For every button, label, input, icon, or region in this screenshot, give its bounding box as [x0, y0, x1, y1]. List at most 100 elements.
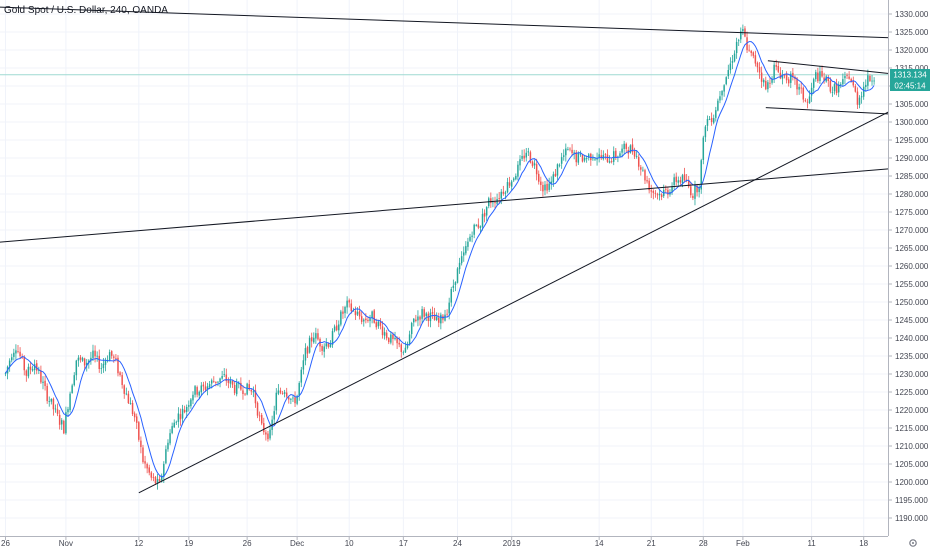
candle-body	[65, 412, 67, 434]
candle-body	[542, 184, 544, 192]
candle-body	[17, 351, 19, 353]
candle-body	[675, 176, 677, 182]
x-tick-label: Nov	[59, 539, 73, 548]
trendline	[767, 60, 906, 76]
candle-body	[646, 180, 648, 182]
candle-body	[158, 479, 161, 482]
candle-body	[548, 183, 550, 190]
candle-body	[398, 342, 400, 345]
x-tick-label: 14	[595, 539, 604, 548]
candle-body	[748, 49, 750, 51]
candle-body	[494, 201, 496, 204]
candle-body	[740, 31, 742, 40]
candle-body	[750, 50, 752, 53]
candle-body	[235, 382, 238, 395]
candle-body	[623, 143, 625, 149]
candle-body	[410, 323, 413, 335]
x-tick-label: 21	[647, 539, 656, 548]
candle-body	[325, 343, 328, 347]
settings-gear-icon[interactable]	[909, 539, 917, 547]
candle-body	[723, 85, 725, 92]
candle-body	[848, 76, 850, 79]
candle-body	[733, 53, 736, 62]
candle-body	[265, 432, 267, 435]
candle-body	[475, 225, 478, 227]
candle-body	[862, 86, 865, 97]
candle-body	[38, 370, 40, 371]
candle-body	[404, 347, 407, 353]
candle-body	[308, 337, 311, 353]
candle-body	[363, 319, 365, 322]
candle-body	[796, 78, 798, 90]
y-tick-label: 1235.000	[895, 352, 929, 361]
x-tick-label: 24	[453, 539, 462, 548]
candle-body	[610, 161, 613, 162]
candle-body	[644, 170, 646, 181]
candle-body	[210, 380, 213, 384]
candle-body	[571, 149, 573, 154]
candle-body	[142, 447, 144, 463]
candle-body	[865, 84, 867, 87]
candle-body	[698, 188, 700, 193]
candle-body	[194, 386, 196, 395]
x-tick-label: 18	[859, 539, 868, 548]
candle-body	[804, 100, 807, 102]
candle-body	[546, 183, 548, 191]
y-tick-label: 1210.000	[895, 442, 929, 451]
candle-body	[179, 414, 182, 420]
candle-body	[269, 429, 271, 439]
candle-body	[502, 191, 505, 194]
candle-body	[96, 355, 98, 357]
candle-body	[544, 184, 546, 191]
candle-body	[812, 79, 815, 88]
candle-body	[735, 41, 738, 54]
last-price-tag-bg	[890, 69, 930, 80]
candle-body	[4, 373, 7, 375]
candle-body	[152, 476, 155, 478]
candle-body	[102, 363, 105, 369]
candle-body	[85, 362, 88, 366]
candle-body	[821, 71, 823, 77]
trendline	[0, 6, 932, 40]
candle-body	[348, 300, 350, 303]
candle-body	[658, 193, 661, 196]
candle-body	[829, 80, 832, 92]
candle-body	[246, 383, 248, 395]
candle-body	[181, 408, 184, 419]
candle-body	[156, 478, 159, 484]
x-tick-label: Dec	[290, 539, 304, 548]
candle-body	[587, 154, 590, 158]
candle-body	[429, 312, 432, 322]
candle-body	[173, 422, 175, 428]
candle-body	[258, 415, 261, 417]
candle-body	[615, 150, 617, 158]
candle-body	[700, 160, 702, 190]
candle-body	[315, 333, 317, 339]
candle-body	[525, 152, 527, 158]
candle-body	[208, 384, 211, 388]
candle-body	[35, 363, 38, 371]
candle-body	[185, 406, 188, 412]
candle-body	[190, 399, 192, 407]
candle-body	[415, 319, 417, 321]
candle-body	[15, 350, 17, 354]
candle-body	[144, 461, 146, 464]
x-tick-label: 26	[243, 539, 252, 548]
price-axis-background	[888, 0, 932, 550]
candle-body	[242, 390, 244, 395]
candle-body	[775, 65, 777, 67]
candle-body	[244, 393, 246, 395]
candle-body	[346, 300, 348, 308]
candle-body	[594, 158, 596, 160]
y-tick-label: 1220.000	[895, 406, 929, 415]
candle-body	[290, 399, 292, 400]
candle-body	[213, 381, 215, 383]
candle-body	[283, 392, 286, 394]
y-tick-label: 1315.000	[895, 64, 929, 73]
y-tick-label: 1255.000	[895, 280, 929, 289]
candle-body	[365, 318, 367, 321]
candle-body	[631, 144, 634, 152]
candle-body	[771, 78, 773, 83]
candle-body	[762, 79, 765, 83]
candle-body	[88, 360, 90, 363]
